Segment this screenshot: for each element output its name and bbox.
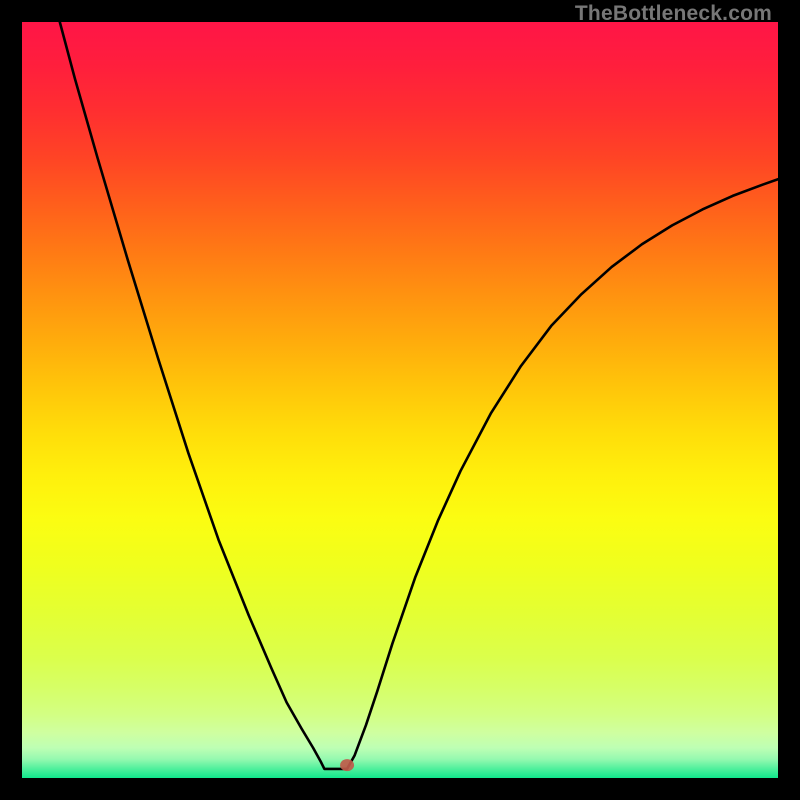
watermark-text: TheBottleneck.com [575, 2, 772, 26]
chart-frame: TheBottleneck.com [0, 0, 800, 800]
plot-area [22, 22, 778, 778]
min-marker [340, 759, 354, 771]
bottleneck-curve [22, 22, 778, 778]
